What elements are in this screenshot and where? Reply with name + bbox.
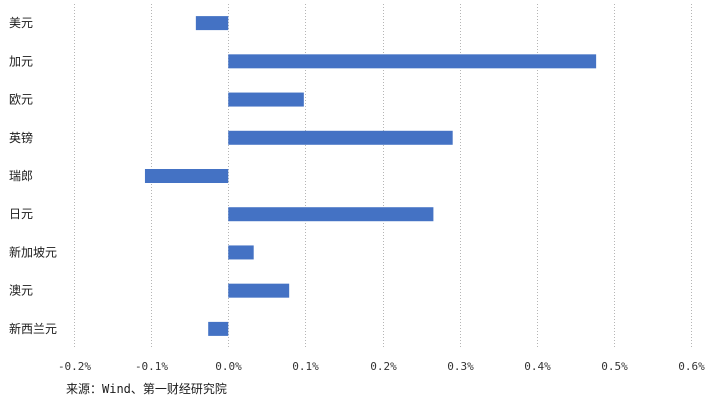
x-tick-label: -0.2%: [58, 360, 91, 373]
bar: [228, 207, 434, 222]
category-label: 加元: [9, 54, 33, 68]
category-label: 美元: [9, 16, 33, 30]
x-tick-label: 0.0%: [215, 360, 242, 373]
x-tick-label: 0.6%: [678, 360, 705, 373]
bar: [195, 16, 229, 31]
category-label: 新加坡元: [9, 244, 57, 259]
x-tick-label: -0.1%: [135, 360, 168, 373]
x-tick-label: 0.4%: [524, 360, 551, 373]
x-tick-labels: -0.2% -0.1% 0.0% 0.1% 0.2% 0.3% 0.4% 0.5% 0.6%: [58, 360, 705, 373]
bar: [228, 92, 304, 107]
bar: [208, 321, 229, 336]
x-tick-label: 0.2%: [370, 360, 397, 373]
bars: [144, 16, 597, 336]
bar: [228, 130, 453, 145]
bar: [144, 169, 229, 183]
bar: [228, 283, 290, 298]
source-note: 来源：Wind、第一财经研究院: [66, 382, 227, 396]
category-label: 瑞郎: [9, 169, 33, 183]
category-label: 新西兰元: [9, 321, 57, 336]
x-tick-label: 0.5%: [601, 360, 628, 373]
category-label: 欧元: [9, 93, 33, 107]
category-label: 日元: [9, 207, 33, 221]
x-tick-label: 0.3%: [447, 360, 474, 373]
bar: [228, 54, 597, 69]
category-label: 英镑: [9, 130, 33, 145]
bar: [228, 245, 254, 260]
x-tick-label: 0.1%: [292, 360, 319, 373]
category-label: 澳元: [9, 284, 33, 298]
